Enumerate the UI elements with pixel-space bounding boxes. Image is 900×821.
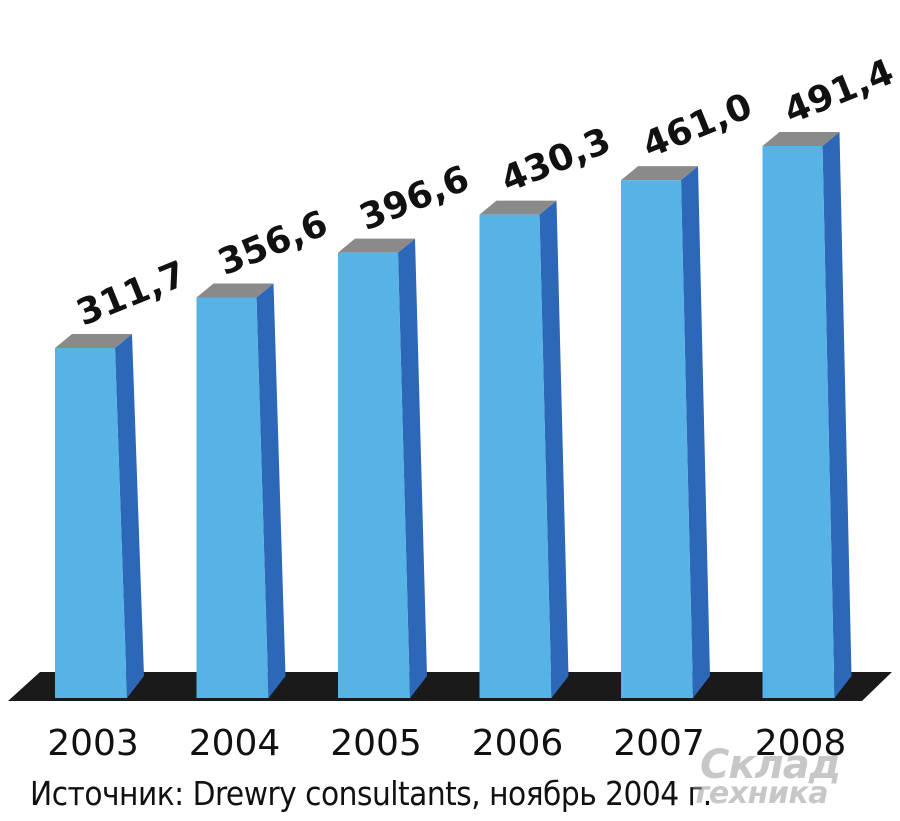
x-tick-label-2007: 2007 <box>613 723 705 764</box>
bar-2005 <box>338 252 410 698</box>
bar-side-2005 <box>398 238 427 698</box>
value-label-2007: 461,0 <box>637 86 758 167</box>
x-tick-label-2008: 2008 <box>755 723 847 764</box>
bar-2003 <box>55 348 127 698</box>
bar-top-2004 <box>196 283 274 298</box>
bar-2007 <box>621 180 693 699</box>
bar-side-2006 <box>539 200 569 698</box>
value-label-2004: 356,6 <box>213 203 334 284</box>
value-label-2005: 396,6 <box>354 158 475 239</box>
watermark-line-1: Склад <box>700 742 841 788</box>
bar-top-2006 <box>479 200 557 215</box>
bar-side-2004 <box>256 283 286 698</box>
watermark-line-2: техника <box>692 776 828 811</box>
x-tick-label-2003: 2003 <box>47 723 139 764</box>
bar-2004 <box>196 297 269 698</box>
value-label-2006: 430,3 <box>496 120 617 201</box>
bar-top-2008 <box>762 132 840 146</box>
x-tick-label-2004: 2004 <box>189 723 281 764</box>
bar-side-2003 <box>115 334 144 698</box>
source-note: Источник: Drewry consultants, ноябрь 200… <box>30 774 712 813</box>
watermark-logo: Склад техника <box>672 742 892 812</box>
bar-side-2007 <box>681 166 710 699</box>
bar-top-2007 <box>621 166 698 181</box>
value-label-2008: 491,4 <box>779 52 900 133</box>
x-tick-label-2006: 2006 <box>472 723 564 764</box>
value-label-2003: 311,7 <box>71 254 192 335</box>
bar-top-2005 <box>338 238 415 253</box>
bar-2008 <box>762 146 835 698</box>
bar-top-2003 <box>55 334 132 348</box>
bar-side-2008 <box>822 132 852 698</box>
bar-2006 <box>479 214 552 698</box>
x-tick-label-2005: 2005 <box>330 723 422 764</box>
